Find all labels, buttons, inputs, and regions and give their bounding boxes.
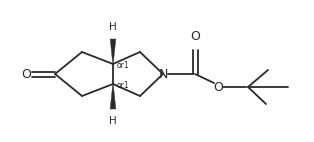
Polygon shape bbox=[110, 84, 116, 109]
Text: N: N bbox=[158, 67, 168, 81]
Text: or1: or1 bbox=[117, 81, 130, 89]
Text: H: H bbox=[109, 22, 117, 32]
Text: or1: or1 bbox=[117, 60, 130, 69]
Text: O: O bbox=[213, 81, 223, 93]
Text: O: O bbox=[190, 30, 200, 43]
Text: O: O bbox=[21, 67, 31, 81]
Text: H: H bbox=[109, 116, 117, 126]
Polygon shape bbox=[110, 39, 116, 64]
